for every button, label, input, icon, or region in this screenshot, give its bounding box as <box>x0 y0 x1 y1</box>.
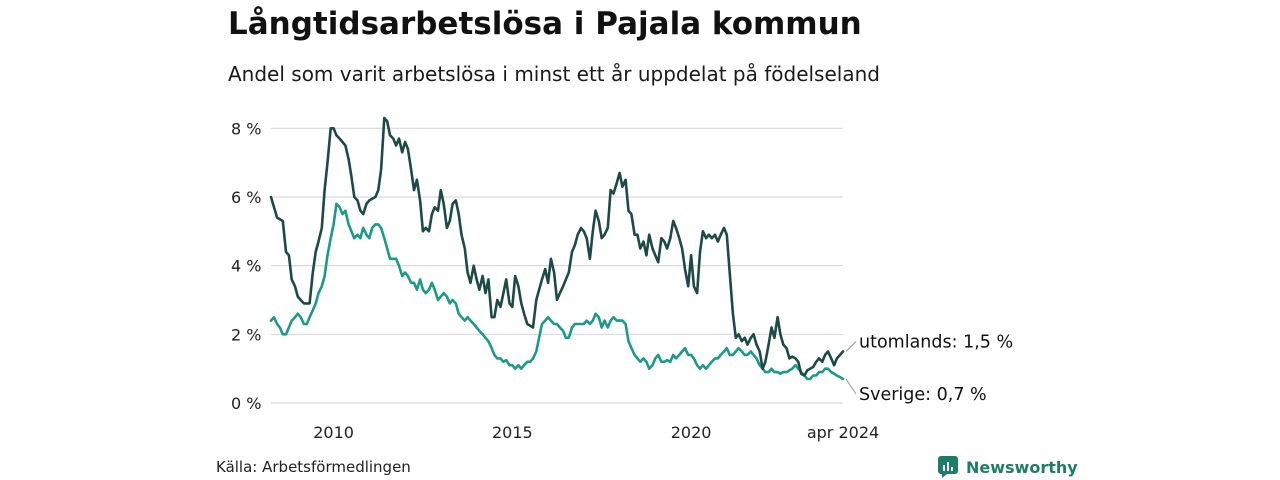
chart-subtitle: Andel som varit arbetslösa i minst ett å… <box>228 62 880 86</box>
end-label-sverige: Sverige: 0,7 % <box>859 385 987 405</box>
x-tick-label: 2020 <box>671 423 712 442</box>
x-tick-label: 2015 <box>492 423 533 442</box>
y-tick-label: 0 % <box>231 394 261 413</box>
x-tick-label: apr 2024 <box>807 423 879 442</box>
end-label-connector <box>845 378 857 395</box>
series-line-utomlands <box>269 116 845 377</box>
y-tick-label: 6 % <box>231 188 261 207</box>
newsworthy-icon <box>938 456 958 478</box>
newsworthy-logo[interactable]: Newsworthy <box>938 456 1078 478</box>
source-note: Källa: Arbetsförmedlingen <box>216 458 411 476</box>
brand-name: Newsworthy <box>966 457 1078 477</box>
end-label-connector <box>845 341 857 352</box>
y-tick-label: 4 % <box>231 257 261 276</box>
y-tick-label: 8 % <box>231 119 261 138</box>
x-tick-label: 2010 <box>313 423 354 442</box>
end-label-utomlands: utomlands: 1,5 % <box>859 332 1013 352</box>
series-line-sverige <box>269 202 845 381</box>
chart-title: Långtidsarbetslösa i Pajala kommun <box>228 6 862 42</box>
y-tick-label: 2 % <box>231 325 261 344</box>
